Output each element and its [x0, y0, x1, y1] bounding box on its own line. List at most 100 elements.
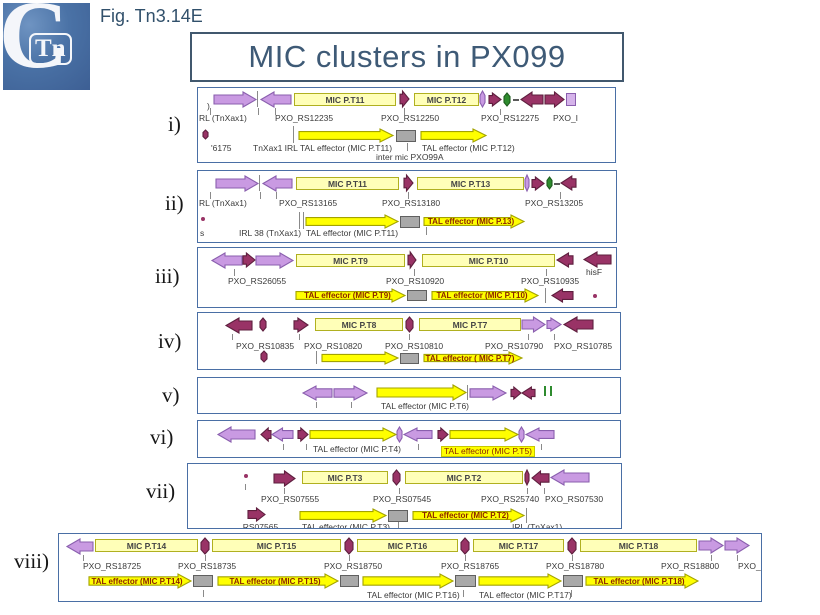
spacer-box [563, 575, 583, 587]
gene-label: TAL effector (MIC P.T16) [367, 590, 460, 600]
logo-tn-text: Tn [29, 33, 72, 65]
gene-marker-maroon [259, 317, 267, 332]
gene-label: PXO_RS13180 [382, 198, 441, 208]
tick-mark [306, 444, 308, 450]
tick-mark [408, 192, 410, 199]
gene-arrow-maroon [559, 174, 577, 192]
gene-marker-maroon [460, 537, 470, 555]
tal-effector-arrow [295, 288, 407, 303]
gene-label: TAL effector (MIC P.T17) [479, 590, 572, 600]
gene-arrow-purple [261, 175, 293, 192]
tick-mark [203, 590, 205, 597]
gene-label: PXO_RS26055 [228, 276, 287, 286]
mic-gene-box: MIC P.T8 [315, 318, 403, 331]
gene-label: IRL (TnXax1) [512, 522, 563, 528]
mic-gene-label: MIC P.T17 [498, 540, 539, 551]
tick-mark [541, 444, 543, 450]
gene-arrow-maroon [531, 175, 545, 192]
tick-mark [205, 555, 207, 561]
tal-effector-arrow [449, 427, 520, 442]
mic-gene-box: MIC P.T11 [294, 93, 396, 106]
spacer-box [396, 130, 416, 142]
tick-mark [284, 488, 286, 494]
mic-gene-box: MIC P.T17 [473, 539, 564, 552]
tal-effector-arrow [362, 573, 455, 589]
mic-gene-box: MIC P.T18 [580, 539, 697, 552]
tick-mark [526, 508, 528, 523]
panel-viii: MIC P.T14 MIC P.T15 MIC P.T16 MIC P.T17 MIC … [58, 533, 762, 602]
tick-mark [711, 555, 713, 561]
tick-mark [260, 192, 262, 199]
gene-label: PXO_RS10790 [485, 341, 544, 351]
gene-arrow-maroon [242, 251, 256, 269]
gene-label: PXO_RS07545 [373, 494, 432, 504]
tal-effector-arrow [478, 573, 563, 589]
panel-label-vi: vi) [150, 425, 174, 449]
spacer-box [340, 575, 359, 587]
gene-marker-maroon [524, 468, 530, 487]
tick-mark [737, 555, 739, 561]
mic-gene-label: MIC P.T11 [325, 94, 365, 105]
gene-label: '6175 [211, 143, 232, 153]
tal-effector-arrow [412, 508, 526, 523]
mic-gene-label: MIC P.T16 [387, 540, 428, 551]
tick-mark [399, 488, 401, 494]
gene-label: TAL effector (MIC P.T4) [313, 444, 402, 454]
gene-label: PXO_RS07555 [261, 494, 320, 504]
mic-gene-label: MIC P.T9 [333, 255, 368, 266]
tal-effector-arrow [299, 508, 388, 523]
gene-arrow-maroon [437, 426, 449, 443]
tal-effector-arrow [321, 351, 400, 365]
panel-ii: MIC P.T11 MIC P.T13 RL (TnXax1) PXO_RS13165… [197, 170, 617, 243]
title-box: MIC clusters in PX099 [190, 32, 624, 82]
tick-mark [409, 334, 411, 340]
gene-arrow-purple [402, 427, 433, 442]
gene-arrow-maroon [297, 426, 309, 443]
tick-mark [467, 385, 469, 400]
gene-arrow-purple [698, 537, 725, 554]
mic-gene-box: MIC P.T12 [414, 93, 479, 106]
gene-label: TAL effector (MIC P.T3) [302, 522, 391, 528]
gene-arrow-purple [216, 426, 256, 443]
tal-effector-label-highlighted: TAL effector ( MIC P.T7) [425, 353, 515, 363]
tick-mark [257, 91, 259, 107]
mic-gene-label: MIC P.T13 [450, 178, 491, 189]
tick-mark [83, 555, 85, 561]
tal-effector-arrow [376, 384, 468, 401]
gene-label: PXO_RS10810 [385, 341, 444, 351]
gene-label: s [200, 228, 205, 238]
tick-mark [259, 175, 261, 191]
tick-mark [232, 334, 234, 340]
gene-arrow-purple [524, 427, 555, 442]
gene-marker-maroon [200, 537, 210, 555]
mic-gene-box: MIC P.T15 [212, 539, 341, 552]
gene-arrow-purple [333, 385, 369, 401]
gene-marker-maroon [260, 350, 268, 363]
green-bar-marker [550, 386, 552, 396]
tal-effector-label-highlighted: TAL effector (MIC P.T14) [91, 576, 183, 586]
gene-arrow-maroon [407, 250, 417, 270]
tick-mark [245, 484, 247, 490]
mic-gene-label: MIC P.T10 [468, 255, 509, 266]
mic-gene-box: MIC P.T16 [357, 539, 458, 552]
gene-label: PXO_RS12275 [481, 113, 540, 123]
gene-label-highlighted: TAL effector (MIC P.T5) [441, 446, 536, 457]
panel-label-iii: iii) [155, 264, 180, 288]
tal-effector-arrow [305, 214, 400, 229]
mic-gene-box: MIC P.T2 [405, 471, 523, 484]
tn-logo: C Tn [3, 3, 90, 90]
gene-arrow-maroon [403, 173, 414, 193]
panel-i: MIC P.T11 MIC P.T12) RL (TnXax1) PXO_RS1223… [197, 87, 616, 163]
gene-arrow-purple [546, 316, 563, 333]
mic-gene-label: MIC P.T12 [426, 94, 467, 105]
tal-effector-arrow [585, 573, 700, 589]
tal-effector-label-highlighted: TAL effector (MIC P.T2) [422, 511, 509, 520]
gene-marker-maroon [392, 469, 401, 486]
panel-iv: MIC P.T8 MIC P.T7 PXO_RS10835 PXO_RS10820 PX… [197, 312, 621, 370]
tal-effector-label-highlighted: TAL effector (MIC P.T15) [229, 576, 321, 586]
gene-marker-green [503, 92, 511, 107]
tick-mark [414, 269, 416, 276]
gene-marker-maroon [567, 537, 577, 555]
tal-effector-arrow [309, 427, 398, 442]
tick-mark [303, 212, 305, 229]
